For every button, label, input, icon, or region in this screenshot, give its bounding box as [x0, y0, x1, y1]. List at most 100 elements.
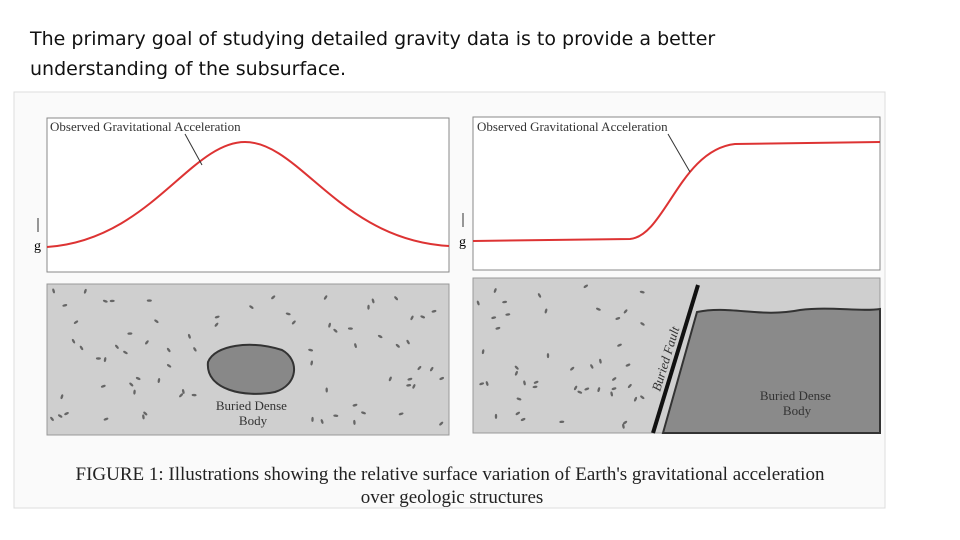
grain	[123, 350, 128, 355]
grain	[179, 393, 184, 398]
grain	[625, 363, 631, 367]
grain	[439, 421, 444, 426]
grain	[622, 420, 628, 425]
grain	[115, 344, 119, 349]
gravity-curve	[472, 141, 881, 242]
grain	[311, 416, 314, 422]
grain	[71, 338, 76, 344]
grain	[583, 284, 588, 289]
leader-line	[184, 133, 203, 166]
grain	[610, 391, 613, 397]
grain	[371, 298, 375, 304]
grain	[634, 396, 637, 402]
grain	[544, 308, 548, 314]
caption: FIGURE 1: Illustrations showing the rela…	[76, 464, 825, 485]
grain	[546, 353, 550, 359]
grain	[476, 300, 480, 306]
graph-panel	[472, 116, 881, 271]
grain	[395, 343, 400, 348]
grain	[407, 377, 413, 381]
grain	[271, 295, 276, 300]
grain	[249, 305, 254, 309]
grain	[597, 387, 601, 393]
grain	[333, 414, 339, 417]
grain	[103, 417, 109, 421]
grain	[73, 320, 79, 324]
grain	[353, 419, 356, 425]
gravity-curve	[46, 140, 450, 248]
grain	[495, 326, 501, 330]
grain	[596, 307, 601, 311]
grain	[584, 387, 590, 391]
grain	[328, 322, 331, 328]
grain	[388, 376, 392, 382]
grain	[502, 300, 508, 304]
body-label: Buried Dense Body	[760, 388, 834, 418]
grain	[514, 370, 518, 376]
grain	[481, 349, 485, 355]
grain	[166, 364, 172, 368]
grain	[627, 383, 632, 389]
grain	[291, 320, 296, 325]
grain	[493, 288, 497, 293]
grain	[439, 377, 445, 380]
grain	[347, 327, 353, 330]
grain	[103, 357, 107, 363]
grain	[333, 328, 338, 333]
grain	[420, 315, 426, 319]
grain	[430, 366, 434, 372]
grain	[323, 295, 328, 300]
grain	[285, 312, 291, 316]
grain	[352, 403, 358, 407]
grain	[599, 358, 602, 364]
grain	[308, 348, 314, 352]
grain	[52, 288, 55, 294]
grain	[410, 315, 414, 321]
grain	[515, 411, 520, 416]
grain	[590, 364, 594, 369]
grain	[83, 288, 87, 294]
grain	[100, 384, 106, 388]
grain	[320, 419, 324, 424]
grain	[133, 389, 136, 395]
leader-line	[667, 133, 691, 173]
grain	[62, 304, 68, 307]
grain	[622, 423, 625, 429]
grain	[142, 414, 145, 420]
grain	[577, 390, 583, 394]
grain	[95, 357, 101, 360]
grain	[310, 360, 313, 366]
grain	[50, 416, 54, 422]
grain	[520, 418, 526, 421]
grain	[154, 319, 159, 323]
grain	[617, 343, 622, 347]
grain	[145, 340, 149, 345]
grain	[491, 316, 497, 320]
grain	[570, 366, 575, 371]
grain	[412, 384, 416, 389]
grain	[58, 414, 63, 418]
grain	[191, 393, 197, 397]
grain	[181, 389, 185, 394]
grain	[514, 365, 519, 370]
body-label: Buried Dense Body	[216, 398, 290, 428]
grain	[367, 304, 370, 310]
grain	[406, 384, 412, 387]
grain	[431, 309, 437, 313]
grain	[187, 333, 191, 339]
grain	[516, 397, 522, 401]
grain	[135, 376, 141, 381]
grain	[398, 412, 404, 416]
heading: The primary goal of studying detailed gr…	[30, 28, 716, 80]
grain	[157, 378, 161, 383]
axis-label: g	[459, 235, 466, 250]
grain	[639, 290, 645, 294]
axis-label: g	[34, 239, 41, 254]
grain	[79, 345, 84, 351]
grain	[537, 293, 542, 298]
grain	[505, 313, 511, 316]
grain	[166, 347, 171, 353]
caption: over geologic structures	[361, 487, 544, 508]
grain	[361, 411, 366, 415]
